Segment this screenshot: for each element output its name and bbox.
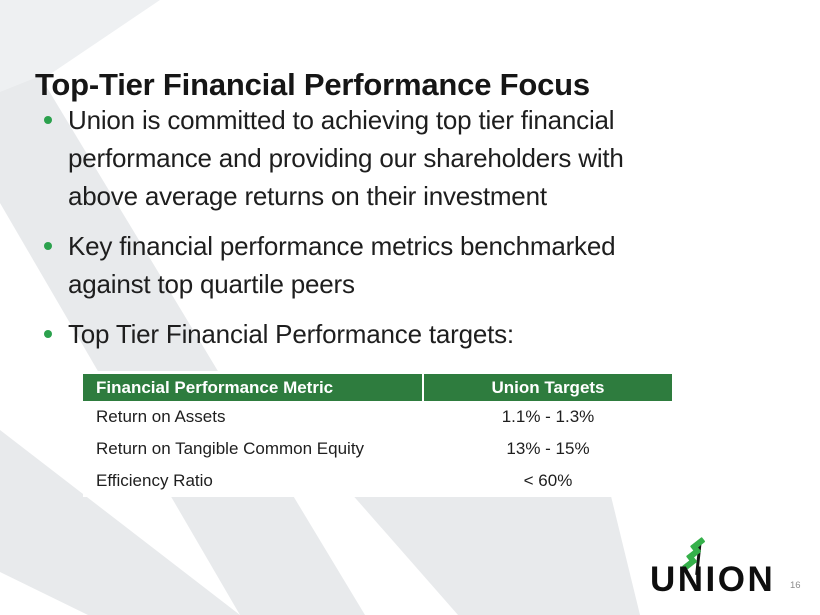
table-row: Efficiency Ratio < 60% [83, 465, 672, 497]
stripe-band-lower-right [350, 492, 640, 615]
bullet-dot-icon [44, 330, 52, 338]
target-cell: 13% - 15% [506, 439, 590, 458]
table-row: Return on Tangible Common Equity 13% - 1… [83, 433, 672, 465]
bullet-text-1: Union is committed to achieving top tier… [68, 101, 624, 215]
bullet-dot-icon [44, 116, 52, 124]
performance-targets-table: Financial Performance Metric Union Targe… [83, 371, 672, 497]
bullet-list: Union is committed to achieving top tier… [44, 101, 784, 365]
slide-title: Top-Tier Financial Performance Focus [35, 66, 590, 102]
table-header-target: Union Targets [491, 378, 605, 397]
table-header-metric: Financial Performance Metric [96, 378, 334, 397]
target-cell: < 60% [523, 471, 573, 490]
bullet-1-line-3: above average returns on their investmen… [68, 181, 547, 211]
metric-cell: Efficiency Ratio [96, 471, 213, 490]
bullet-1-line-1: Union is committed to achieving top tier… [68, 105, 615, 135]
bullet-dot-icon [44, 242, 52, 250]
bullet-2-line-1: Key financial performance metrics benchm… [68, 231, 616, 261]
union-logo-text: UNION [650, 560, 776, 599]
bullet-item-3: Top Tier Financial Performance targets: [44, 315, 784, 353]
table-row: Return on Assets 1.1% - 1.3% [83, 401, 672, 433]
bullet-3-line-1: Top Tier Financial Performance targets: [68, 319, 514, 349]
bullet-text-2: Key financial performance metrics benchm… [68, 227, 616, 303]
bullet-item-1: Union is committed to achieving top tier… [44, 101, 784, 215]
bullet-2-line-2: against top quartile peers [68, 269, 355, 299]
stripe-band-lower-left [0, 430, 240, 615]
metric-cell: Return on Tangible Common Equity [96, 439, 365, 458]
page-number: 16 [790, 580, 801, 591]
bullet-text-3: Top Tier Financial Performance targets: [68, 315, 514, 353]
column-divider [422, 374, 424, 401]
target-cell: 1.1% - 1.3% [501, 407, 595, 426]
bullet-item-2: Key financial performance metrics benchm… [44, 227, 784, 303]
table-header-row: Financial Performance Metric Union Targe… [83, 374, 672, 401]
metric-cell: Return on Assets [96, 407, 226, 426]
bullet-1-line-2: performance and providing our shareholde… [68, 143, 624, 173]
